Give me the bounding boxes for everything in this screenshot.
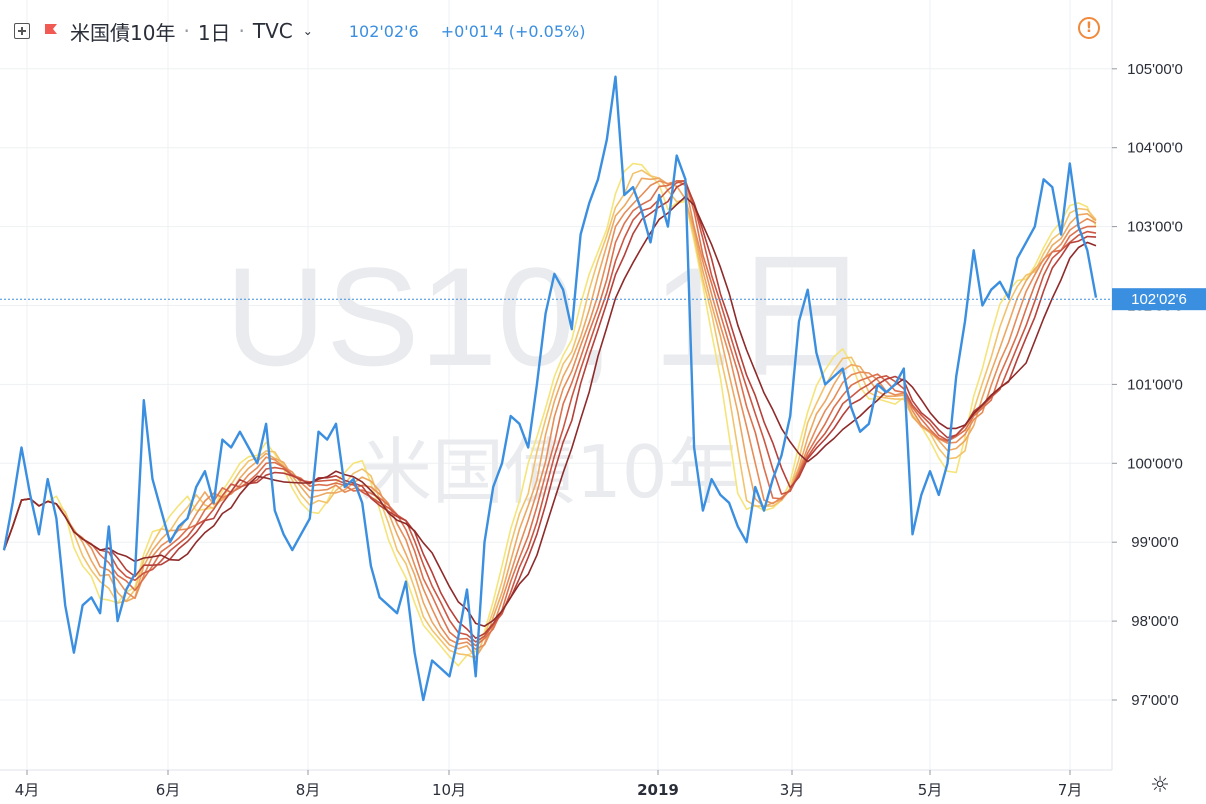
x-tick-label: 7月	[1058, 781, 1083, 799]
ma-line-7	[3, 181, 1097, 640]
symbol-name[interactable]: 米国債10年	[70, 20, 176, 45]
chart-legend-header: 米国債10年 · 1日 · TVC ⌄ 102'02'6 +0'01'4 (+0…	[14, 14, 585, 48]
watermark-symbol: US10, 1日	[225, 238, 871, 395]
price-change-value: +0'01'4	[440, 21, 504, 41]
price-line	[2, 75, 1098, 702]
y-tick-label: 105'00'0	[1127, 61, 1183, 78]
x-tick-label: 8月	[296, 781, 321, 799]
separator-dot: ·	[238, 19, 245, 43]
y-tick-label: 100'00'0	[1127, 455, 1183, 472]
x-tick-label: 6月	[156, 781, 181, 799]
x-tick-label: 10月	[432, 781, 466, 799]
x-tick-label: 5月	[918, 781, 943, 799]
y-tick-label: 103'00'0	[1127, 219, 1183, 236]
gear-icon[interactable]: ☼	[1150, 773, 1170, 798]
exclamation-circle-icon[interactable]: !	[1078, 17, 1100, 39]
x-tick-label: 3月	[780, 781, 805, 799]
last-value: 102'02'6	[348, 21, 419, 41]
separator-dot: ·	[183, 19, 190, 43]
y-tick-label: 99'00'0	[1131, 534, 1178, 551]
flag-icon[interactable]	[44, 23, 58, 39]
price-change-percent: (+0.05%)	[508, 21, 586, 41]
price-axis-bg	[1112, 0, 1206, 804]
chevron-down-icon[interactable]: ⌄	[302, 24, 313, 38]
ma-line-8	[3, 195, 1097, 628]
ma-line-5	[3, 180, 1096, 647]
interval-label[interactable]: 1日	[197, 20, 231, 45]
ma-line-6	[3, 179, 1097, 643]
x-tick-label: 2019	[637, 781, 679, 799]
price-change: +0'01'4 (+0.05%)	[441, 22, 586, 41]
price-series	[2, 75, 1098, 702]
source-label[interactable]: TVC	[252, 19, 293, 43]
time-axis[interactable]: 4月 6月 8月 10月 2019 3月 5月 7月	[15, 770, 1083, 799]
y-tick-label: 97'00'0	[1131, 692, 1178, 709]
y-tick-label: 101'00'0	[1127, 376, 1183, 393]
ma-ribbon	[3, 162, 1097, 667]
ma-line-4	[3, 180, 1097, 651]
last-price-tag-label: 102'02'6	[1131, 291, 1187, 308]
plus-square-icon[interactable]	[14, 23, 30, 39]
x-tick-label: 4月	[15, 781, 40, 799]
y-tick-label: 104'00'0	[1127, 140, 1183, 157]
last-price-tag: 102'02'6	[1112, 288, 1206, 311]
y-tick-label: 98'00'0	[1131, 613, 1178, 630]
